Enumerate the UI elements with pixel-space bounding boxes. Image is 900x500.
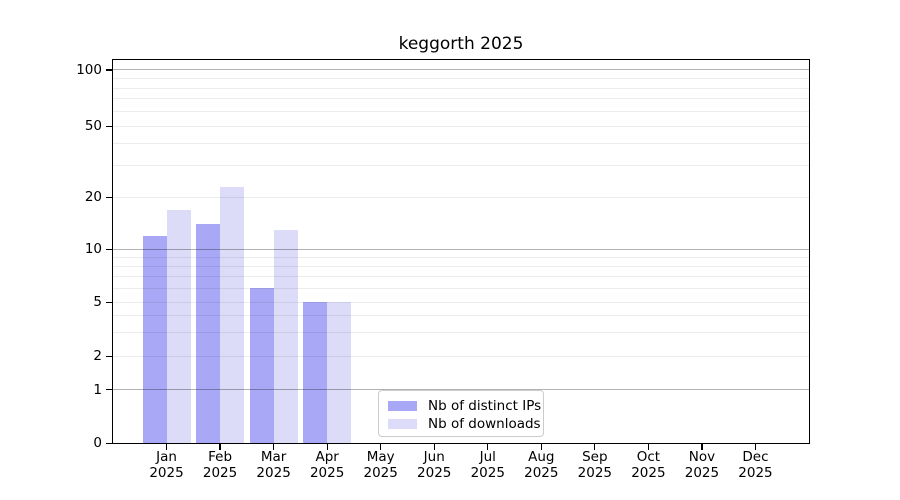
y-tick-label-10: 10 (84, 241, 102, 258)
plot-inner (113, 60, 809, 443)
gridline-major-10 (113, 248, 809, 250)
bar-ips-jan (142, 235, 167, 443)
bar-ips-apr (303, 302, 328, 443)
x-tick-mark-oct (647, 444, 649, 450)
gridline-minor-4 (113, 314, 809, 316)
legend: Nb of distinct IPs Nb of downloads (378, 390, 544, 437)
x-tick-mark-sep (594, 444, 596, 450)
x-tick-mark-aug (540, 444, 542, 450)
x-tick-year-dec: 2025 (738, 464, 773, 481)
x-tick-label-jul: Jul 2025 (453, 449, 523, 481)
x-tick-year-apr: 2025 (309, 464, 345, 481)
legend-label-downloads: Nb of downloads (428, 416, 541, 432)
bar-downloads-mar (273, 229, 298, 443)
plot-area (112, 59, 810, 444)
gridline-minor-6 (113, 287, 809, 289)
x-tick-label-feb: Feb 2025 (185, 449, 255, 481)
gridline-minor-9 (113, 256, 809, 258)
x-tick-label-nov: Nov 2025 (667, 449, 737, 481)
y-tick-label-0: 0 (93, 435, 102, 451)
y-tick-label-20: 20 (84, 189, 102, 206)
gridline-minor-7 (113, 275, 809, 277)
gridline-minor-70 (113, 98, 809, 100)
gridline-minor-8 (113, 265, 809, 267)
x-tick-mark-mar (273, 444, 275, 450)
gridline-minor-80 (113, 87, 809, 89)
bar-downloads-feb (220, 186, 245, 443)
gridline-major-100 (113, 69, 809, 71)
chart-title: keggorth 2025 (398, 34, 524, 54)
x-tick-year-sep: 2025 (577, 464, 613, 481)
y-tick-label-50: 50 (84, 118, 102, 135)
x-tick-mark-may (380, 444, 382, 450)
y-tick-label-5: 5 (93, 294, 102, 311)
bar-ips-mar (249, 288, 274, 443)
y-tick-label-2: 2 (93, 348, 102, 365)
y-tick-mark-20 (106, 196, 113, 199)
x-tick-year-nov: 2025 (684, 464, 720, 481)
gridline-minor-2 (113, 355, 809, 357)
x-tick-mark-nov (701, 444, 703, 450)
legend-item-distinct-ips: Nb of distinct IPs (388, 397, 541, 415)
y-tick-mark-5 (106, 301, 113, 303)
x-tick-year-oct: 2025 (631, 464, 666, 481)
y-tick-mark-2 (106, 355, 113, 358)
bar-downloads-apr (327, 302, 352, 443)
x-tick-year-aug: 2025 (524, 464, 559, 481)
x-tick-label-oct: Oct 2025 (613, 449, 683, 481)
x-tick-mark-dec (754, 444, 757, 450)
x-tick-label-jan: Jan 2025 (132, 449, 202, 481)
x-tick-label-aug: Aug 2025 (506, 449, 576, 481)
legend-item-downloads: Nb of downloads (388, 415, 541, 433)
x-tick-year-may: 2025 (363, 464, 398, 481)
gridline-minor-20 (113, 196, 809, 198)
x-tick-mark-jul (487, 444, 489, 450)
gridline-minor-3 (113, 331, 809, 333)
x-tick-mark-jan (165, 444, 168, 450)
gridline-minor-40 (113, 143, 809, 145)
legend-swatch-downloads (388, 419, 417, 429)
legend-swatch-distinct-ips (388, 401, 417, 411)
legend-label-distinct-ips: Nb of distinct IPs (428, 398, 542, 414)
gridline-minor-5 (113, 301, 809, 303)
gridline-major-1 (113, 389, 809, 391)
x-tick-label-sep: Sep 2025 (560, 449, 630, 481)
y-tick-mark-100 (106, 69, 113, 71)
x-tick-label-apr: Apr 2025 (292, 449, 362, 481)
x-tick-year-feb: 2025 (202, 464, 238, 481)
x-tick-label-may: May 2025 (346, 449, 416, 481)
y-tick-label-1: 1 (93, 381, 102, 398)
x-tick-mark-feb (219, 444, 221, 450)
x-tick-year-jun: 2025 (417, 464, 452, 481)
bar-ips-feb (196, 224, 221, 443)
x-tick-year-jan: 2025 (149, 464, 184, 481)
x-tick-year-jul: 2025 (470, 464, 505, 481)
y-tick-mark-50 (106, 125, 113, 127)
y-tick-mark-0 (106, 442, 113, 444)
y-tick-label-100: 100 (76, 61, 102, 78)
gridline-minor-60 (113, 110, 809, 112)
gridline-minor-30 (113, 165, 809, 167)
x-tick-year-mar: 2025 (256, 464, 291, 481)
x-tick-mark-apr (326, 444, 328, 450)
x-tick-label-mar: Mar 2025 (239, 449, 309, 481)
gridline-minor-50 (113, 125, 809, 127)
x-tick-mark-jun (433, 444, 435, 450)
x-tick-label-dec: Dec 2025 (720, 449, 790, 481)
y-tick-mark-1 (106, 389, 113, 391)
x-tick-label-jun: Jun 2025 (399, 449, 469, 481)
bar-downloads-jan (166, 209, 191, 443)
gridline-minor-90 (113, 78, 809, 80)
y-tick-mark-10 (106, 248, 113, 250)
